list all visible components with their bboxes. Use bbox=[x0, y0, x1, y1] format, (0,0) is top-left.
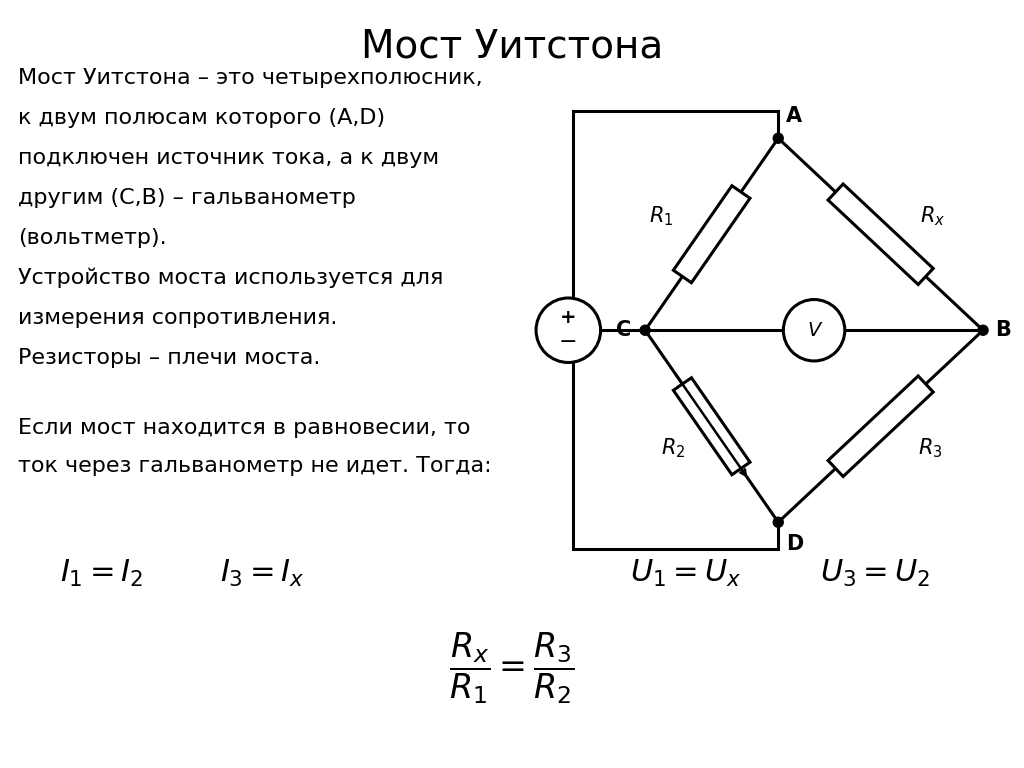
Text: $U_3 = U_2$: $U_3 = U_2$ bbox=[820, 558, 930, 588]
Text: Если мост находится в равновесии, то: Если мост находится в равновесии, то bbox=[18, 418, 470, 438]
Text: $I_3 = I_x$: $I_3 = I_x$ bbox=[220, 558, 305, 588]
Circle shape bbox=[773, 517, 783, 528]
Circle shape bbox=[640, 325, 650, 336]
Text: C: C bbox=[615, 320, 631, 340]
Polygon shape bbox=[828, 184, 933, 284]
Text: $R_3$: $R_3$ bbox=[919, 436, 943, 460]
Text: B: B bbox=[995, 320, 1011, 340]
Polygon shape bbox=[674, 378, 750, 475]
Text: Мост Уитстона: Мост Уитстона bbox=[360, 28, 664, 66]
Text: $R_1$: $R_1$ bbox=[649, 204, 674, 228]
Text: D: D bbox=[786, 535, 804, 554]
Text: −: − bbox=[559, 333, 578, 353]
Text: Резисторы – плечи моста.: Резисторы – плечи моста. bbox=[18, 348, 321, 368]
Circle shape bbox=[537, 298, 600, 362]
Text: $U_1 = U_x$: $U_1 = U_x$ bbox=[630, 558, 741, 588]
Text: $\dfrac{R_x}{R_1} = \dfrac{R_3}{R_2}$: $\dfrac{R_x}{R_1} = \dfrac{R_3}{R_2}$ bbox=[450, 630, 574, 706]
Text: подключен источник тока, а к двум: подключен источник тока, а к двум bbox=[18, 148, 439, 168]
Text: к двум полюсам которого (А,D): к двум полюсам которого (А,D) bbox=[18, 108, 385, 128]
Text: $R_x$: $R_x$ bbox=[920, 204, 945, 228]
Text: (вольтметр).: (вольтметр). bbox=[18, 228, 167, 248]
Text: Устройство моста используется для: Устройство моста используется для bbox=[18, 268, 443, 289]
Polygon shape bbox=[674, 186, 750, 283]
Circle shape bbox=[978, 325, 988, 336]
Text: A: A bbox=[786, 106, 803, 126]
Text: Мост Уитстона – это четырехполюсник,: Мост Уитстона – это четырехполюсник, bbox=[18, 68, 482, 88]
Circle shape bbox=[773, 133, 783, 144]
Text: измерения сопротивления.: измерения сопротивления. bbox=[18, 308, 337, 328]
Text: ток через гальванометр не идет. Тогда:: ток через гальванометр не идет. Тогда: bbox=[18, 456, 492, 476]
Text: другим (С,В) – гальванометр: другим (С,В) – гальванометр bbox=[18, 188, 356, 208]
Text: $R_2$: $R_2$ bbox=[662, 436, 686, 460]
Text: +: + bbox=[560, 309, 577, 327]
Polygon shape bbox=[828, 376, 933, 476]
Text: $I_1 = I_2$: $I_1 = I_2$ bbox=[60, 558, 143, 588]
Text: V: V bbox=[807, 321, 821, 339]
Circle shape bbox=[783, 300, 845, 361]
